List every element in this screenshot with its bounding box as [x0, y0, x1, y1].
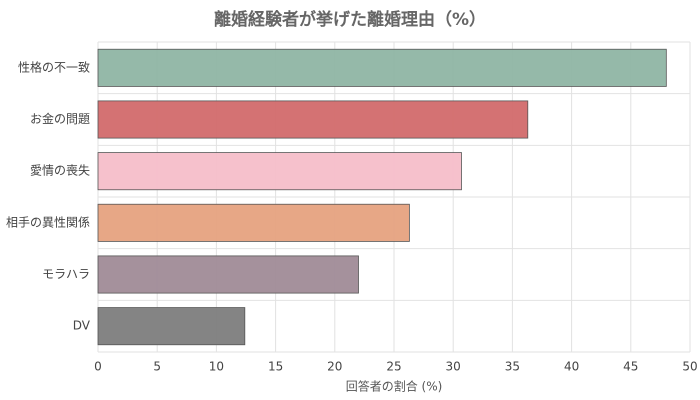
- x-tick-label: 5: [153, 360, 161, 374]
- x-axis-label: 回答者の割合 (%): [346, 379, 443, 394]
- chart-title: 離婚経験者が挙げた離婚理由（%）: [214, 9, 486, 30]
- bar: [97, 307, 246, 346]
- bar: [97, 100, 529, 139]
- x-tick-label: 25: [386, 360, 401, 374]
- bar: [97, 48, 667, 87]
- y-tick-label: 性格の不一致: [18, 59, 90, 74]
- x-tick-label: 35: [505, 360, 520, 374]
- x-tick-label: 15: [268, 360, 283, 374]
- y-tick-label: 愛情の喪失: [30, 163, 90, 178]
- y-tick-label: DV: [73, 319, 91, 333]
- x-tick-label: 40: [564, 360, 579, 374]
- bar: [97, 152, 462, 191]
- x-tick-label: 30: [446, 360, 461, 374]
- y-tick-label: お金の問題: [30, 111, 90, 126]
- x-tick-label: 20: [327, 360, 342, 374]
- x-tick-label: 0: [94, 360, 102, 374]
- x-tick-label: 50: [682, 360, 697, 374]
- bar: [97, 203, 410, 242]
- y-tick-label: 相手の異性関係: [6, 215, 90, 229]
- bar: [97, 255, 359, 294]
- x-tick-label: 45: [623, 360, 638, 374]
- x-tick-label: 10: [209, 360, 224, 374]
- y-tick-label: モラハラ: [42, 267, 90, 281]
